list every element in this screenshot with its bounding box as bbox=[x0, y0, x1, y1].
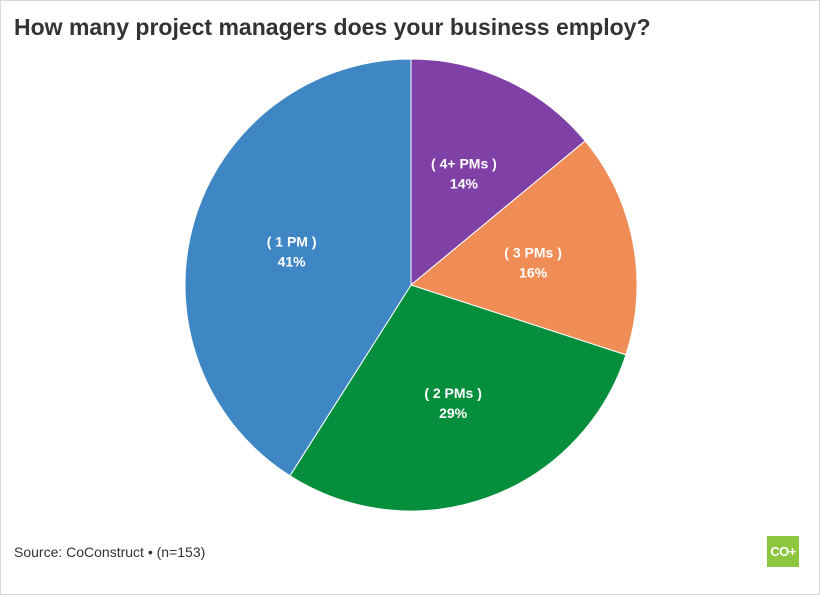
slice-label-3-pms: ( 3 PMs ) bbox=[504, 245, 562, 261]
pie-slice-3-pms bbox=[409, 140, 638, 356]
pie-slice-4-pms bbox=[410, 58, 586, 287]
slice-label-2-pms: ( 2 PMs ) bbox=[424, 385, 482, 401]
source-note: Source: CoConstruct • (n=153) bbox=[14, 544, 206, 560]
slice-label-4-pms: ( 4+ PMs ) bbox=[431, 156, 497, 172]
slice-value-1-pm: 41% bbox=[278, 253, 307, 269]
pie-slice-1-pm bbox=[184, 58, 412, 477]
slice-value-4-pms: 14% bbox=[450, 176, 479, 192]
slice-value-3-pms: 16% bbox=[519, 265, 548, 281]
coconstruct-logo: CO+ bbox=[767, 536, 799, 567]
slice-label-1-pm: ( 1 PM ) bbox=[267, 233, 317, 249]
pie-slice-2-pms bbox=[289, 284, 627, 512]
chart-title: How many project managers does your busi… bbox=[14, 14, 651, 40]
slice-value-2-pms: 29% bbox=[439, 405, 468, 421]
